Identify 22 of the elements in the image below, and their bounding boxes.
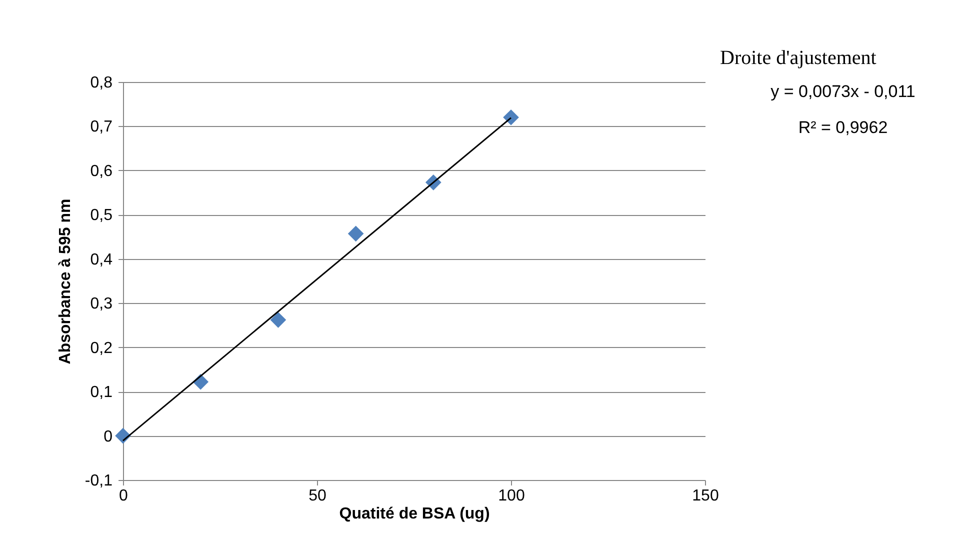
x-axis-title: Quatité de BSA (ug) [339, 506, 490, 522]
point [270, 312, 286, 328]
text: y = 0,0073x - 0,011 [770, 82, 916, 101]
point [503, 110, 519, 125]
point [348, 226, 364, 242]
x-tick-label: 150 [692, 488, 719, 504]
x-tick-label: 50 [308, 488, 326, 504]
y-tick-label: 0,8 [90, 74, 113, 92]
y-tick-label: 0,3 [90, 296, 113, 313]
y-tick-label: 0,4 [90, 251, 113, 268]
text: Droite d'ajustement [720, 47, 877, 69]
x-tick-label: 100 [498, 488, 525, 504]
y-tick-label: 0,6 [90, 162, 113, 180]
y-tick-label: 0,7 [90, 118, 113, 136]
y-tick-label: 0,5 [90, 207, 113, 224]
text: R² = 0,9962 [798, 118, 888, 137]
y-axis-title: Absorbance à 595 nm [56, 198, 74, 364]
x-tick-label: 0 [119, 488, 128, 504]
y-tick-label: 0,1 [90, 384, 113, 402]
y-tick-label: -0,1 [84, 472, 113, 490]
y-tick-label: 0 [104, 428, 113, 446]
y-tick-label: 0,2 [90, 340, 113, 357]
